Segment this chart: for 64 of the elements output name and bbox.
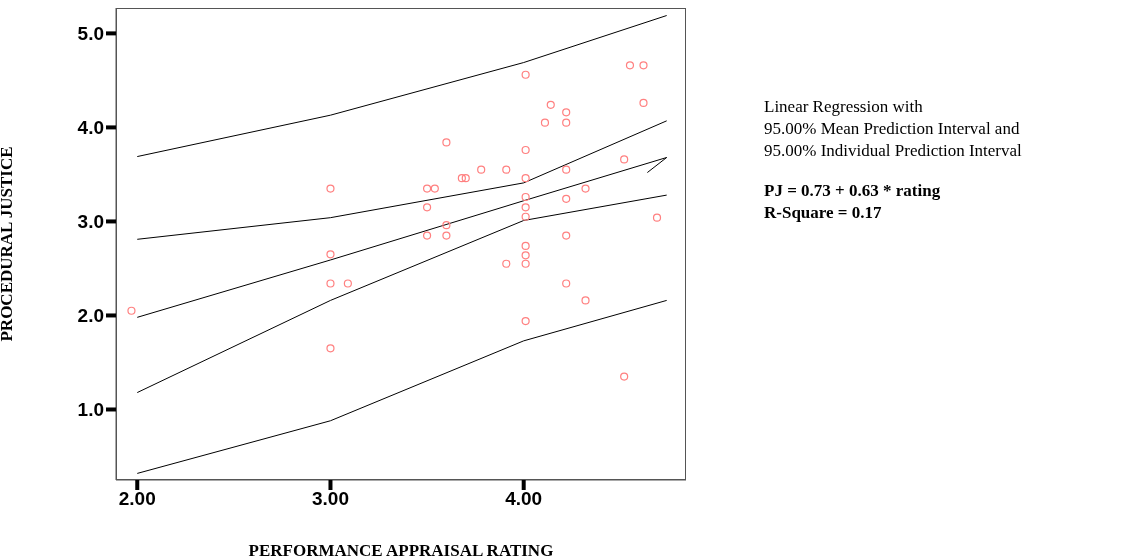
point xyxy=(326,279,335,288)
point xyxy=(457,174,466,183)
point xyxy=(521,212,530,221)
x-tick-label: 4.00 xyxy=(505,488,543,510)
point xyxy=(562,165,571,174)
y-tick-label: 2.0 xyxy=(77,305,104,327)
point xyxy=(326,250,335,259)
text: Linear Regression with xyxy=(764,96,924,118)
point xyxy=(502,259,511,268)
point xyxy=(326,344,335,353)
line-series xyxy=(136,15,668,158)
point xyxy=(422,203,432,212)
y-axis-title: PROCEDURAL JUSTICE xyxy=(0,146,17,342)
line-series xyxy=(136,157,668,318)
text: 95.00% Mean Prediction Interval and xyxy=(764,118,1021,140)
point xyxy=(562,279,571,288)
point xyxy=(581,296,590,305)
point xyxy=(546,100,555,109)
point xyxy=(639,98,648,108)
point xyxy=(562,194,571,203)
point xyxy=(477,165,486,174)
point xyxy=(625,61,635,70)
point xyxy=(652,213,662,222)
y-tick-label: 5.0 xyxy=(77,23,104,45)
point xyxy=(502,165,511,174)
point xyxy=(521,145,530,155)
line-series xyxy=(136,194,668,394)
point xyxy=(521,317,530,326)
point xyxy=(442,138,451,147)
point xyxy=(562,118,571,127)
x-tick-label: 2.00 xyxy=(118,488,156,510)
point xyxy=(521,192,530,202)
text: R-Square = 0.17 xyxy=(764,202,883,224)
point xyxy=(562,231,571,240)
x-axis-title: PERFORMANCE APPRAISAL RATING xyxy=(248,541,554,558)
point xyxy=(127,306,136,315)
point xyxy=(521,259,530,268)
point xyxy=(461,174,470,183)
point xyxy=(562,108,571,117)
point xyxy=(343,279,352,288)
point xyxy=(521,70,530,79)
point xyxy=(442,231,451,240)
point xyxy=(521,241,530,250)
text: PJ = 0.73 + 0.63 * rating xyxy=(764,180,942,202)
point xyxy=(521,251,530,260)
point xyxy=(620,372,629,381)
point xyxy=(540,118,550,127)
point xyxy=(430,184,439,193)
line-series xyxy=(136,299,668,474)
point xyxy=(422,231,432,240)
point xyxy=(521,203,530,212)
point xyxy=(639,61,648,70)
line-series xyxy=(136,120,668,240)
x-tick-label: 3.00 xyxy=(311,488,349,510)
point xyxy=(620,155,629,164)
y-tick-label: 1.0 xyxy=(77,399,104,421)
point xyxy=(442,221,451,230)
point xyxy=(326,184,335,193)
y-tick-label: 3.0 xyxy=(77,211,104,233)
point xyxy=(521,174,530,183)
point xyxy=(422,184,432,193)
y-tick-label: 4.0 xyxy=(77,117,104,139)
point xyxy=(581,184,590,193)
text: 95.00% Individual Prediction Interval xyxy=(764,140,1022,162)
